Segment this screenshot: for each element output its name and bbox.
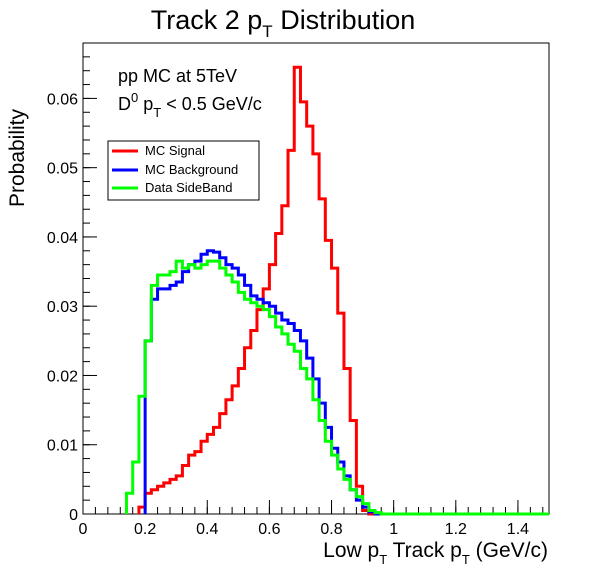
legend-label-data-sideband: Data SideBand: [145, 180, 232, 195]
legend: MC Signal MC Background Data SideBand: [107, 140, 260, 201]
x-tick-label: 0: [79, 521, 88, 538]
series-layer: [124, 65, 549, 516]
annotation-line-2: D0 pT < 0.5 GeV/c: [118, 90, 262, 120]
x-tick-label: 0.2: [134, 521, 156, 538]
x-axis: 0 0.2 0.4 0.6 0.8 1 1.2 1.4: [79, 500, 544, 538]
series-data-sideband: [124, 259, 549, 516]
y-axis-title: Probability: [6, 108, 29, 207]
x-tick-label: 0.6: [258, 521, 280, 538]
legend-label-mc-signal: MC Signal: [145, 143, 205, 158]
x-tick-label: 1: [389, 521, 398, 538]
y-tick-label: 0.06: [47, 91, 78, 108]
series-mc-signal: [137, 65, 549, 516]
annotation-line-1: pp MC at 5TeV: [118, 66, 237, 86]
y-tick-label: 0.03: [47, 299, 78, 316]
x-tick-label: 0.8: [320, 521, 342, 538]
y-tick-label: 0.04: [47, 230, 78, 247]
y-tick-label: 0: [69, 507, 78, 524]
series-mc-background: [143, 249, 549, 516]
y-tick-label: 0.05: [47, 161, 78, 178]
x-tick-label: 0.4: [196, 521, 218, 538]
x-tick-label: 1.2: [445, 521, 467, 538]
x-axis-title: Low pT Track pT (GeV/c): [323, 539, 548, 567]
x-tick-label: 1.4: [507, 521, 529, 538]
chart-title: Track 2 pT Distribution: [151, 5, 416, 41]
y-tick-label: 0.02: [47, 368, 78, 385]
legend-label-mc-background: MC Background: [145, 162, 238, 177]
y-tick-label: 0.01: [47, 438, 78, 455]
y-axis: 0 0.01 0.02 0.03 0.04 0.05 0.06: [47, 42, 97, 524]
